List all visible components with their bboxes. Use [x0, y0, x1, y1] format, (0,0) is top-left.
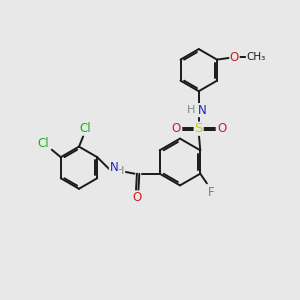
Text: N: N: [110, 161, 118, 174]
Text: F: F: [208, 186, 214, 199]
Text: Cl: Cl: [80, 122, 92, 134]
Text: O: O: [217, 122, 226, 135]
Text: O: O: [230, 51, 239, 64]
Text: S: S: [195, 122, 203, 135]
Text: H: H: [187, 105, 196, 115]
Text: N: N: [197, 103, 206, 117]
Text: H: H: [116, 166, 124, 176]
Text: O: O: [171, 122, 180, 135]
Text: Cl: Cl: [37, 136, 49, 150]
Text: O: O: [132, 191, 141, 204]
Text: CH₃: CH₃: [246, 52, 266, 62]
